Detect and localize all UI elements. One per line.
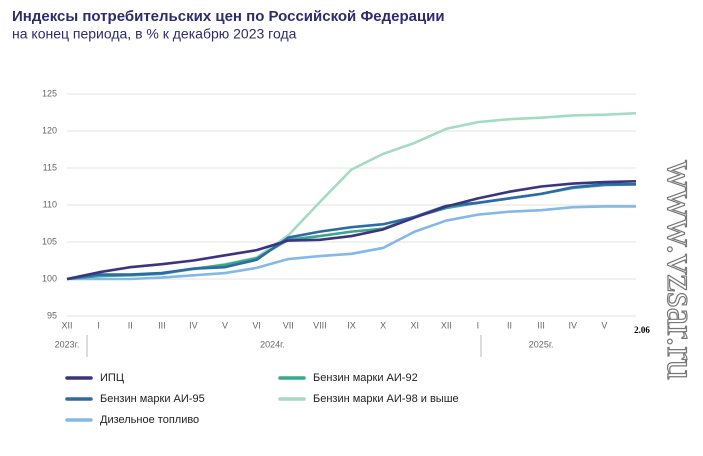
y-tick-label: 110 — [43, 199, 57, 209]
series-line — [67, 205, 636, 281]
x-tick-label: IV — [189, 320, 198, 330]
x-tick-label: XI — [410, 320, 419, 330]
x-tick-label: XII — [441, 320, 452, 330]
x-tick-label: III — [537, 320, 545, 330]
x-tick-label: X — [380, 320, 386, 330]
x-tick-label: VI — [252, 320, 261, 330]
chart-title: Индексы потребительских цен по Российско… — [12, 8, 445, 25]
y-tick-label: 95 — [47, 310, 57, 320]
x-tick-label: I — [477, 320, 480, 330]
chart-subtitle: на конец периода, в % к декабрю 2023 год… — [12, 26, 297, 42]
y-tick-label: 120 — [42, 125, 57, 135]
y-tick-label: 105 — [42, 236, 57, 246]
x-tick-label: II — [128, 320, 133, 330]
x-tick-label: 2.06 — [634, 325, 650, 335]
legend-label: ИПЦ — [100, 372, 124, 384]
series-line — [66, 180, 637, 281]
y-tick-label: 125 — [42, 88, 57, 98]
x-tick-label: VII — [283, 320, 294, 330]
y-tick-label: 115 — [43, 162, 57, 172]
x-tick-label: IV — [569, 320, 578, 330]
series-line — [66, 182, 636, 281]
x-tick-label: IX — [347, 320, 356, 330]
watermark: www.vzsar.ru — [659, 160, 703, 380]
legend-label: Бензин марки АИ-95 — [100, 393, 205, 405]
year-label: 2024г. — [260, 339, 285, 349]
x-tick-label: II — [507, 320, 512, 330]
x-tick-label: XII — [61, 320, 72, 330]
x-tick-label: V — [222, 320, 228, 330]
legend-label: Бензин марки АИ-92 — [313, 372, 418, 384]
legend-label: Бензин марки АИ-98 и выше — [313, 393, 459, 405]
x-tick-label: V — [601, 320, 607, 330]
legend-label: Дизельное топливо — [100, 414, 199, 426]
x-tick-label: VIII — [313, 320, 327, 330]
year-label: 2023г. — [55, 339, 80, 349]
x-tick-label: III — [158, 320, 166, 330]
y-tick-label: 100 — [42, 273, 57, 283]
year-label: 2025г. — [529, 339, 554, 349]
x-tick-label: I — [97, 320, 100, 330]
